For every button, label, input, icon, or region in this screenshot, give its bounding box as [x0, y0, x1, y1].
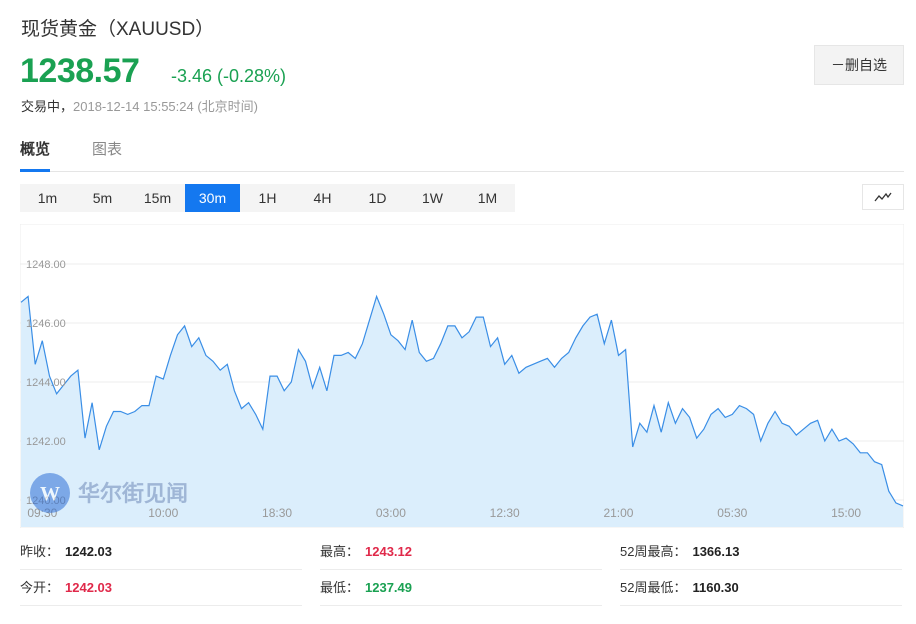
- price-line: [20, 294, 904, 507]
- stat-label: 昨收：: [20, 544, 60, 559]
- price-area: [21, 296, 903, 527]
- stat-item: 今开： 1242.03: [20, 570, 302, 606]
- stat-value: 1242.03: [65, 544, 113, 559]
- period-1mo[interactable]: 1M: [477, 190, 498, 206]
- stat-item: 最低： 1237.49: [320, 570, 602, 606]
- current-price: 1238.57: [20, 52, 140, 90]
- y-tick-label: 1242.00: [26, 436, 66, 448]
- stat-value: 1243.12: [365, 544, 413, 559]
- period-selector: 1m 5m 15m 30m 1H 4H 1D 1W 1M: [20, 184, 515, 212]
- period-1h[interactable]: 1H: [258, 190, 277, 206]
- stat-value: 1366.13: [692, 544, 740, 559]
- x-tick-label: 12:30: [490, 506, 520, 520]
- stat-value: 1242.03: [65, 580, 113, 595]
- tab-overview[interactable]: 概览: [20, 140, 51, 172]
- x-tick-label: 15:00: [831, 506, 861, 520]
- trading-status-label: 交易中，: [21, 99, 74, 114]
- instrument-title: 现货黄金（XAUUSD）: [21, 19, 215, 40]
- x-tick-label: 21:00: [603, 506, 633, 520]
- y-tick-label: 1248.00: [26, 259, 66, 271]
- tab-chart[interactable]: 图表: [92, 141, 123, 158]
- stat-label: 今开：: [20, 580, 60, 595]
- period-1m[interactable]: 1m: [37, 190, 58, 206]
- watermark: W 华尔街见闻: [30, 473, 188, 513]
- line-chart-icon: [874, 192, 892, 202]
- stat-item: 52周最高： 1366.13: [620, 534, 902, 570]
- stat-label: 52周最低：: [620, 580, 687, 595]
- period-4h[interactable]: 4H: [313, 190, 332, 206]
- price-change: -3.46 (-0.28%): [171, 66, 287, 86]
- view-tabs: 概览 图表: [20, 140, 904, 172]
- stat-value: 1237.49: [365, 580, 413, 595]
- stat-label: 最低：: [320, 580, 360, 595]
- period-15m[interactable]: 15m: [143, 190, 172, 206]
- chart-type-button[interactable]: [862, 184, 904, 210]
- watermark-logo-icon: W: [40, 483, 60, 505]
- period-30m[interactable]: 30m: [185, 184, 240, 212]
- stat-label: 最高：: [320, 544, 360, 559]
- x-tick-label: 10:00: [148, 506, 178, 520]
- stat-value: 1160.30: [692, 580, 739, 595]
- stat-item: 52周最低： 1160.30: [620, 570, 902, 606]
- period-5m[interactable]: 5m: [92, 190, 113, 206]
- stat-label: 52周最高：: [620, 544, 687, 559]
- y-tick-label: 1246.00: [26, 318, 66, 330]
- period-1w[interactable]: 1W: [422, 190, 443, 206]
- x-tick-label: 18:30: [262, 506, 292, 520]
- remove-watchlist-button[interactable]: －删自选: [814, 45, 904, 85]
- x-tick-label: 03:00: [376, 506, 406, 520]
- trading-status: 交易中，2018-12-14 15:55:24 (北京时间): [21, 96, 258, 115]
- trading-status-time: 2018-12-14 15:55:24 (北京时间): [73, 99, 258, 114]
- watermark-text: 华尔街见闻: [78, 481, 188, 507]
- y-tick-label: 1244.00: [26, 377, 66, 389]
- stat-item: 最高： 1243.12: [320, 534, 602, 570]
- stat-item: 昨收： 1242.03: [20, 534, 302, 570]
- period-1d[interactable]: 1D: [368, 190, 387, 206]
- x-tick-label: 05:30: [717, 506, 747, 520]
